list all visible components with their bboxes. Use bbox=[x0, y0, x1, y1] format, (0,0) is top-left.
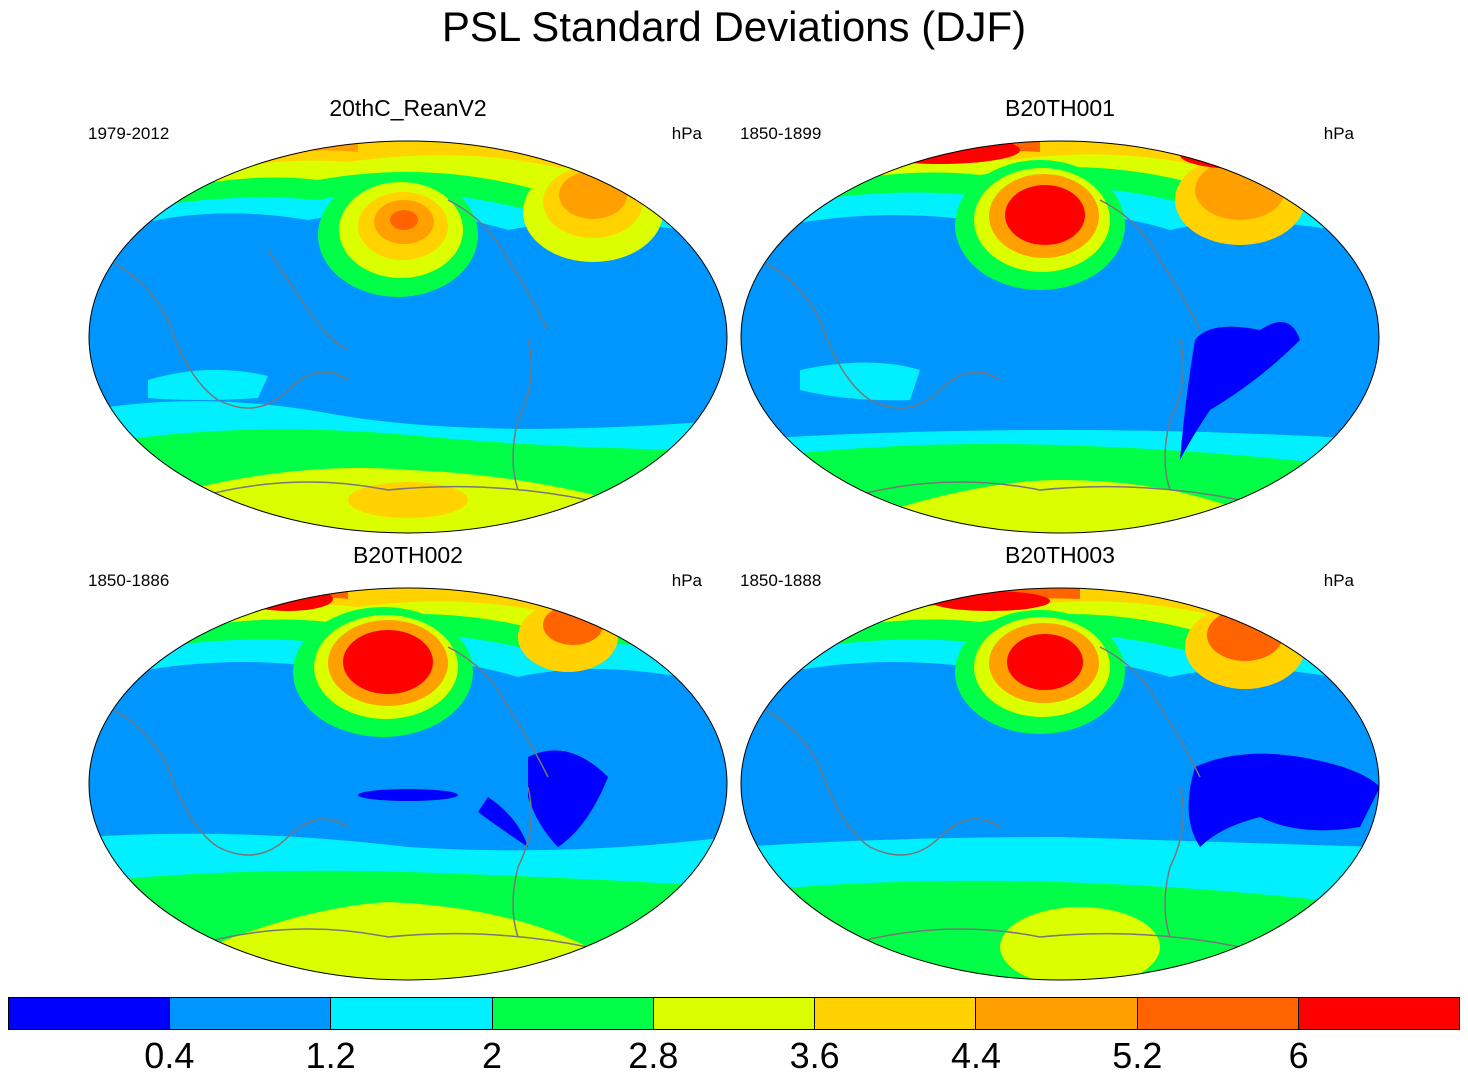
coastlines bbox=[759, 646, 1241, 948]
colorbar-level-label: 1.2 bbox=[305, 1035, 356, 1076]
contour-band-3-6 bbox=[188, 902, 608, 980]
contour-band-0-4 bbox=[528, 750, 608, 847]
colorbar-level-label: 6 bbox=[1288, 1035, 1309, 1076]
map-border bbox=[740, 140, 1380, 534]
contour-band-0-4 bbox=[1180, 322, 1300, 460]
contour-band-5-2 bbox=[559, 171, 627, 219]
panel-title: 20thC_ReanV2 bbox=[329, 95, 487, 121]
figure-title: PSL Standard Deviations (DJF) bbox=[441, 3, 1027, 50]
contour-band-6 bbox=[558, 141, 598, 162]
map-border bbox=[88, 587, 728, 981]
coastlines bbox=[759, 199, 1241, 501]
colorbar-box bbox=[1137, 998, 1299, 1029]
world-map-plot bbox=[88, 140, 728, 534]
panel-period: 1850-1899 bbox=[740, 124, 822, 143]
panel-period: 1850-1888 bbox=[740, 571, 822, 590]
panel-title: B20TH003 bbox=[1005, 542, 1115, 568]
colorbar-box bbox=[331, 998, 493, 1029]
colorbar-level-label: 5.2 bbox=[1112, 1035, 1163, 1076]
panel-units: hPa bbox=[1323, 124, 1354, 143]
colorbar-box bbox=[653, 998, 816, 1029]
panel-units: hPa bbox=[1323, 571, 1354, 590]
map-border bbox=[88, 140, 728, 534]
world-map-plot bbox=[88, 587, 728, 981]
map-panel-20thc-reanv2: 20thC_ReanV2 1979-2012 hPa bbox=[88, 94, 728, 534]
map-panel-b20th001: B20TH001 1850-1899 hPa bbox=[740, 94, 1380, 534]
colorbar-box bbox=[1298, 998, 1459, 1029]
colorbar-level-label: 4.4 bbox=[950, 1035, 1002, 1076]
panel-period: 1850-1886 bbox=[88, 571, 170, 590]
colorbar-level-label: 0.4 bbox=[144, 1035, 195, 1076]
contour-band-4-4 bbox=[348, 482, 468, 518]
contour-band-6 bbox=[243, 588, 333, 611]
colorbar-level-label: 2 bbox=[481, 1035, 503, 1076]
contour-band-0-4 bbox=[358, 789, 458, 801]
contour-band-5-2 bbox=[1207, 609, 1283, 661]
contour-band-2 bbox=[148, 369, 268, 400]
colorbar-box bbox=[815, 998, 977, 1029]
panel-title: B20TH002 bbox=[353, 542, 463, 568]
panel-period: 1979-2012 bbox=[88, 124, 170, 143]
contour-band-0-4 bbox=[1188, 753, 1379, 847]
map-panel-b20th003: B20TH003 1850-1888 hPa bbox=[740, 541, 1380, 981]
colorbar-level-label: 2.8 bbox=[628, 1035, 679, 1076]
colorbar-box bbox=[170, 998, 332, 1029]
panel-title: B20TH001 bbox=[1005, 95, 1115, 121]
contour-band-6 bbox=[343, 630, 433, 694]
colorbar-box bbox=[9, 998, 171, 1029]
colorbar bbox=[8, 997, 1460, 1030]
colorbar-level-label: 3.6 bbox=[789, 1035, 840, 1076]
contour-band-3-6 bbox=[1000, 907, 1160, 980]
coastlines bbox=[107, 199, 589, 501]
contour-band-6 bbox=[930, 591, 1050, 611]
colorbar-box bbox=[976, 998, 1138, 1029]
contour-band-6 bbox=[1005, 185, 1085, 245]
map-border bbox=[740, 587, 1380, 981]
contour-band-2 bbox=[800, 362, 920, 401]
world-map-plot bbox=[740, 587, 1380, 981]
world-map-plot bbox=[740, 140, 1380, 534]
map-panel-b20th002: B20TH002 1850-1886 hPa bbox=[88, 541, 728, 981]
colorbar-box bbox=[492, 998, 654, 1029]
coastlines bbox=[107, 646, 589, 948]
panel-units: hPa bbox=[671, 571, 702, 590]
contour-band-6 bbox=[390, 210, 418, 230]
contour-band-6 bbox=[1007, 634, 1083, 690]
contour-band-3-6 bbox=[870, 480, 1260, 533]
panel-units: hPa bbox=[671, 124, 702, 143]
contour-band-6 bbox=[208, 141, 258, 156]
contour-band-6 bbox=[1180, 141, 1300, 169]
contour-band-0-4 bbox=[478, 797, 528, 847]
